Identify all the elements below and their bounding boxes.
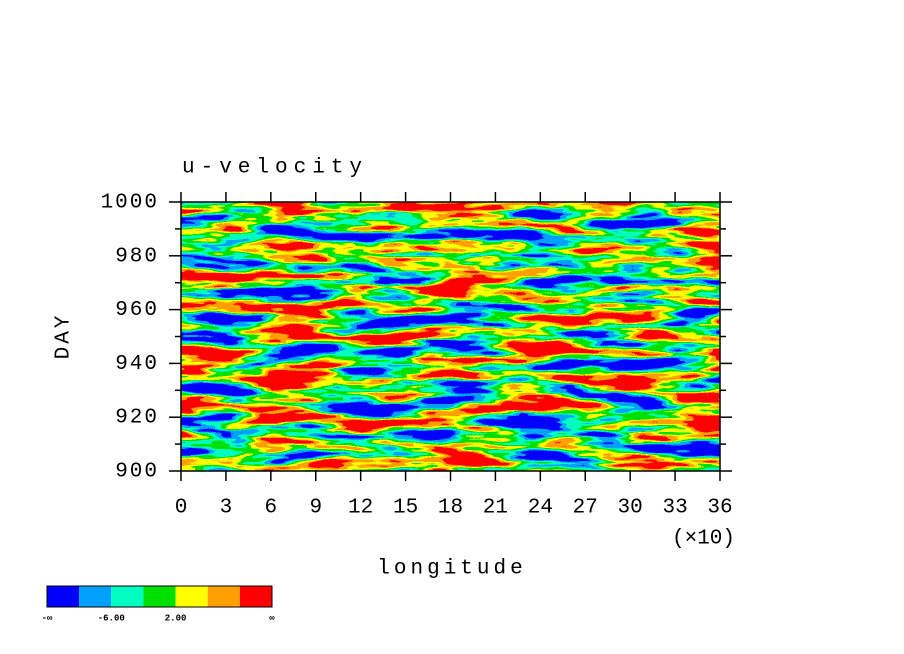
y-tick-label: 940 [115, 353, 159, 376]
x-tick-label: 12 [348, 497, 373, 520]
x-tick-label: 36 [707, 497, 732, 520]
colorbar-swatch [239, 586, 272, 607]
x-tick-label: 33 [662, 497, 687, 520]
x-axis-label: longitude [377, 558, 526, 581]
colorbar-swatch [111, 586, 144, 607]
colorbar-label: 2.00 [165, 613, 187, 623]
y-tick-label: 920 [115, 407, 159, 430]
x-tick-label: 6 [265, 497, 278, 520]
colorbar-label: -6.00 [98, 613, 125, 623]
x-tick-label: 9 [309, 497, 322, 520]
x-tick-label: 15 [393, 497, 418, 520]
x-scale-label: (×10) [672, 528, 735, 551]
x-tick-label: 21 [483, 497, 508, 520]
x-tick-label: 0 [175, 497, 188, 520]
x-tick-label: 27 [573, 497, 598, 520]
colorbar-swatch [143, 586, 176, 607]
x-tick-label: 24 [528, 497, 553, 520]
colorbar-label: -∞ [42, 613, 53, 623]
x-tick-label: 30 [618, 497, 643, 520]
colorbar-swatch [175, 586, 208, 607]
colorbar-swatch [47, 586, 80, 607]
y-tick-label: 900 [115, 461, 159, 484]
y-tick-label: 960 [115, 299, 159, 322]
y-tick-label: 1000 [101, 192, 159, 215]
y-axis-label: DAY [53, 313, 76, 360]
x-tick-label: 3 [220, 497, 233, 520]
contour-field [181, 202, 720, 471]
colorbar-label: ∞ [269, 613, 275, 623]
colorbar-swatch [207, 586, 240, 607]
y-tick-label: 980 [115, 245, 159, 268]
chart-title: u-velocity [182, 157, 368, 180]
colorbar-frame [46, 585, 273, 608]
x-tick-label: 18 [438, 497, 463, 520]
colorbar-swatch [79, 586, 112, 607]
